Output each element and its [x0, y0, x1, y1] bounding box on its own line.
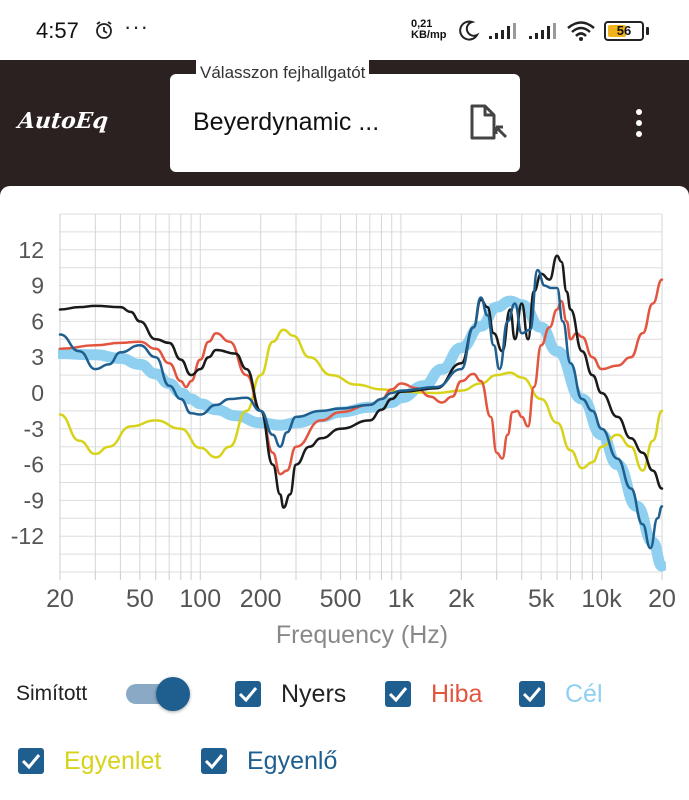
- more-notifications-icon: ···: [124, 14, 149, 39]
- battery-level: 56: [616, 23, 632, 38]
- status-time: 4:57: [36, 18, 79, 43]
- y-tick-label: 6: [31, 308, 44, 334]
- battery-tip: [646, 27, 649, 35]
- moon-icon: [458, 19, 480, 46]
- alarm-icon: [94, 20, 114, 45]
- check-icon: [204, 754, 224, 770]
- series-line-nyers: [58, 254, 664, 509]
- more-vertical-icon[interactable]: [630, 108, 648, 143]
- x-tick-label: 50: [126, 585, 154, 613]
- series-line-egyenlet: [58, 328, 664, 472]
- network-speed-value: 0,21: [411, 18, 433, 30]
- headphone-select-value[interactable]: Beyerdynamic ...: [193, 108, 380, 136]
- x-tick-label: 5k: [528, 585, 555, 613]
- checkbox-label-cel: Cél: [565, 680, 603, 708]
- y-tick-label: 0: [31, 380, 44, 406]
- checkbox-label-hiba: Hiba: [431, 680, 483, 708]
- check-icon: [238, 687, 258, 703]
- y-tick-label: -6: [24, 452, 44, 478]
- x-tick-label: 200: [240, 585, 282, 613]
- series-line-egyenlő: [58, 268, 664, 550]
- x-tick-label: 2k: [448, 585, 475, 613]
- x-tick-label: 100: [179, 585, 221, 613]
- x-tick-label: 500: [320, 585, 362, 613]
- y-tick-label: 3: [31, 344, 44, 370]
- controls-row: Egyenlet Egyenlő: [0, 736, 689, 786]
- checkbox-hiba[interactable]: [385, 681, 411, 707]
- signal-icon: [488, 22, 520, 45]
- signal-icon: [528, 22, 560, 45]
- series-line-cél: [58, 295, 666, 572]
- x-tick-label: 20: [648, 585, 676, 613]
- headphone-select[interactable]: [170, 74, 520, 172]
- smoothed-label: Simított: [16, 682, 88, 705]
- y-tick-labels: 12 9 6 3 0 -3 -6 -9 -12: [11, 237, 44, 549]
- toggle-knob[interactable]: [156, 677, 190, 711]
- x-tick-label: 1k: [388, 585, 415, 613]
- y-tick-label: 9: [31, 273, 44, 299]
- wifi-icon: [566, 20, 596, 47]
- smoothed-toggle[interactable]: [124, 676, 190, 711]
- x-tick-labels: 20 50 100 200 500 1k 2k 5k 10k 20: [46, 585, 676, 613]
- x-tick-label: 10k: [581, 585, 622, 613]
- app-logo: AutoEq: [16, 108, 110, 134]
- y-tick-label: 12: [18, 237, 44, 263]
- checkbox-label-egyenlet: Egyenlet: [64, 747, 162, 775]
- checkbox-cel[interactable]: [519, 681, 545, 707]
- main-card: [0, 186, 689, 800]
- network-speed-unit: KB/mp: [411, 29, 447, 41]
- headphone-select-label: Válasszon fejhallgatót: [196, 60, 370, 86]
- check-icon: [388, 687, 408, 703]
- checkbox-label-nyers: Nyers: [281, 680, 347, 708]
- file-import-icon[interactable]: [466, 103, 508, 148]
- y-tick-label: -3: [24, 416, 44, 442]
- checkbox-nyers[interactable]: [235, 681, 261, 707]
- x-tick-label: 20: [46, 585, 74, 613]
- x-axis-label: Frequency (Hz): [276, 621, 448, 649]
- battery-icon: 56: [604, 21, 644, 41]
- check-icon: [21, 754, 41, 770]
- checkbox-label-egyenlo: Egyenlő: [247, 747, 338, 775]
- status-bar: 4:57 ··· 0,21 KB/mp 56: [0, 0, 689, 60]
- check-icon: [522, 687, 542, 703]
- chart-series: [58, 254, 666, 572]
- y-tick-label: -9: [24, 487, 44, 513]
- battery-fill: [608, 25, 626, 37]
- network-speed: 0,21 KB/mp: [411, 19, 446, 41]
- y-tick-label: -12: [11, 523, 44, 549]
- series-line-hiba: [58, 278, 664, 476]
- checkbox-egyenlo[interactable]: [201, 748, 227, 774]
- checkbox-egyenlet[interactable]: [18, 748, 44, 774]
- controls-row: Simított Nyers Hiba Cél: [0, 668, 689, 718]
- chart-grid: [59, 213, 663, 580]
